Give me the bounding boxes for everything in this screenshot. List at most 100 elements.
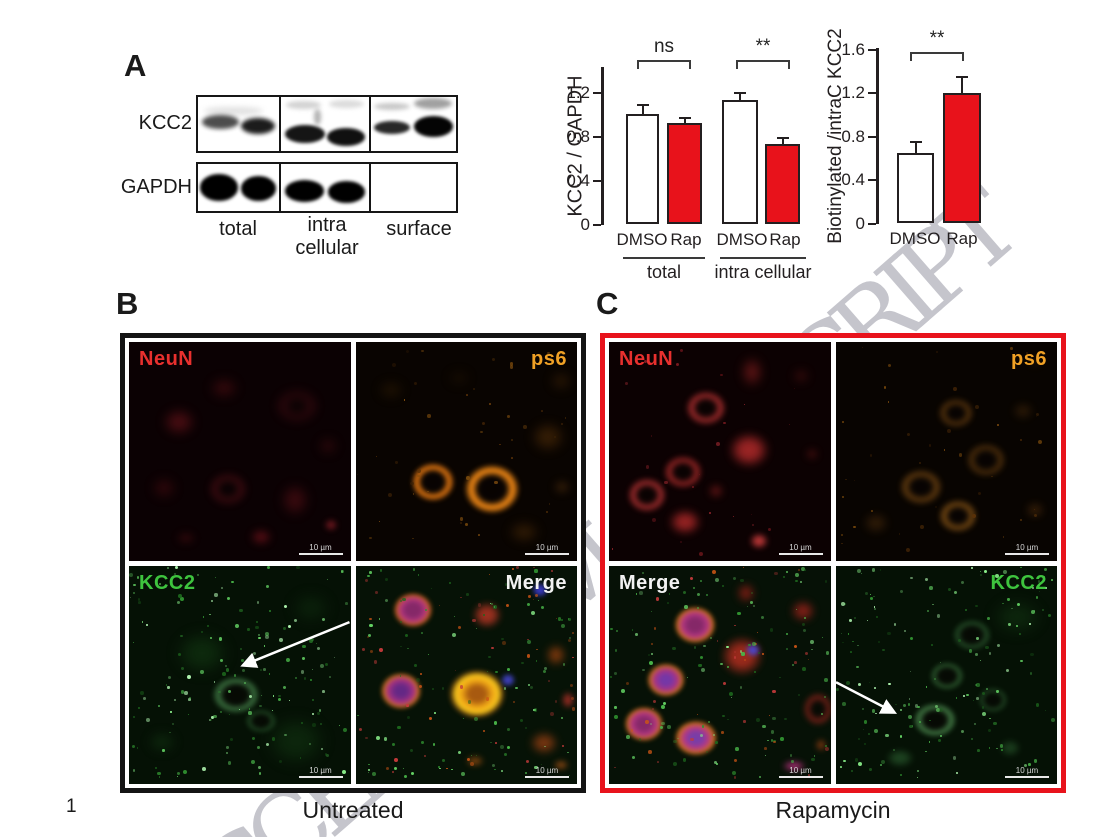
bar-dmso [897, 50, 934, 223]
cell-blob [640, 657, 692, 704]
micrograph-untreated-merge: Merge 10 µm [355, 565, 577, 784]
cell-blob [284, 587, 339, 630]
sig-bracket-total: ns [637, 36, 691, 69]
cell-blob [924, 657, 971, 696]
y-axis [876, 48, 879, 224]
scale-bar: 10 µm [778, 543, 823, 555]
marker-kcc2: KCC2 [139, 571, 196, 594]
cell-blob [444, 368, 475, 389]
blot-kcc2-total [196, 95, 281, 153]
cell-blob [386, 587, 439, 634]
marker-kcc2: KCC2 [990, 571, 1047, 594]
cell-blob [706, 481, 727, 500]
blot-band [327, 180, 366, 203]
group-label-intracellular: intra cellular [714, 262, 812, 282]
cell-blob [906, 696, 965, 743]
x-label: Rap [670, 230, 702, 249]
y-axis [601, 67, 604, 225]
cell-blob [204, 372, 245, 403]
marker-merge: Merge [619, 571, 681, 594]
cell-blob [455, 455, 530, 522]
caption-untreated: Untreated [302, 797, 404, 823]
blot-band [286, 101, 322, 109]
x-label: Rap [769, 230, 801, 249]
cell-blob [790, 368, 811, 385]
cell-blob [972, 683, 1013, 718]
scale-bar: 10 µm [1005, 767, 1049, 778]
sig-bracket: ** [910, 28, 964, 61]
blot-gapdh-intracellular [279, 162, 371, 213]
blot-band [200, 174, 238, 201]
bar-total-rap [667, 67, 702, 224]
cell-blob [959, 438, 1012, 483]
blot-band [326, 128, 366, 147]
cell-blob [239, 705, 282, 738]
micrograph-untreated-neun: NeuN 10 µm [129, 342, 351, 561]
error-bar [636, 104, 649, 115]
cell-blob [746, 529, 773, 552]
plot-area: 0 0.4 0.8 1.2 [566, 67, 806, 234]
panel-b-untreated: NeuN 10 µm ps6 10 µm KCC2 10 µm Merge 10… [120, 333, 586, 793]
cell-blob [497, 670, 520, 691]
panel-a-letter: A [124, 48, 147, 83]
pointer-arrow [240, 620, 350, 668]
cell-blob [1021, 499, 1048, 522]
blot-band [240, 117, 275, 134]
cell-blob [146, 473, 181, 504]
cell-blob [373, 376, 410, 403]
cell-blob [173, 529, 200, 546]
cell-blob [204, 468, 253, 509]
marker-ps6: ps6 [1011, 348, 1047, 370]
panel-b-letter: B [116, 286, 139, 321]
cell-blob [1025, 355, 1044, 370]
cell-blob [315, 433, 342, 458]
blot-band [204, 106, 263, 116]
error-bar [909, 140, 922, 154]
cell-blob [1008, 398, 1039, 423]
caption-rapamycin: Rapamycin [775, 797, 891, 823]
x-label: DMSO [616, 230, 668, 249]
cell-blob [204, 670, 269, 721]
cell-blob [466, 596, 509, 635]
scale-bar: 10 µm [525, 543, 569, 555]
cell-blob [461, 753, 488, 770]
cell-blob [719, 425, 778, 476]
cell-blob [932, 394, 979, 433]
micrograph-rapamycin-ps6: ps6 10 µm [835, 342, 1057, 561]
blot-band [240, 176, 276, 201]
marker-neun: NeuN [139, 348, 194, 370]
blot-col-label-total: total [219, 218, 257, 240]
bar-intracellular-dmso [722, 67, 758, 224]
x-label: DMSO [716, 230, 768, 249]
panel-c-letter: C [596, 286, 619, 321]
blot-band [313, 108, 322, 126]
blot-kcc2-surface [369, 95, 458, 153]
cell-blob [541, 639, 570, 670]
cell-blob [622, 473, 673, 518]
blot-row-label-gapdh: GAPDH [120, 176, 192, 198]
cell-blob [812, 735, 829, 754]
group-label-total: total [646, 262, 682, 282]
blot-row-label-kcc2: KCC2 [138, 112, 192, 134]
sig-bracket-intracellular: ** [736, 36, 790, 69]
pointer-arrow [835, 680, 897, 714]
cell-blob [501, 516, 546, 547]
x-label: Rap [946, 229, 978, 248]
micrograph-untreated-kcc2: KCC2 10 µm [129, 565, 351, 784]
micrograph-untreated-ps6: ps6 10 µm [355, 342, 577, 561]
cell-blob [559, 687, 577, 712]
bar-chart-biotinylated: Biotinylated /intraC KCC2 0 0.4 0.8 1.2 … [806, 16, 1026, 266]
micrograph-rapamycin-merge: Merge 10 µm [609, 565, 831, 784]
cell-blob [155, 403, 202, 442]
bar-intracellular-rap [765, 67, 800, 224]
cell-blob [270, 385, 323, 426]
x-label: DMSO [889, 229, 941, 248]
blot-band [328, 100, 364, 108]
blot-band [374, 103, 411, 111]
cell-blob [666, 714, 725, 763]
cell-blob [799, 687, 831, 730]
panel-a-western-blot: A KCC2 GAPDH total intra cellular surfac… [118, 46, 488, 276]
cell-blob [373, 666, 430, 716]
cell-blob [737, 350, 768, 393]
